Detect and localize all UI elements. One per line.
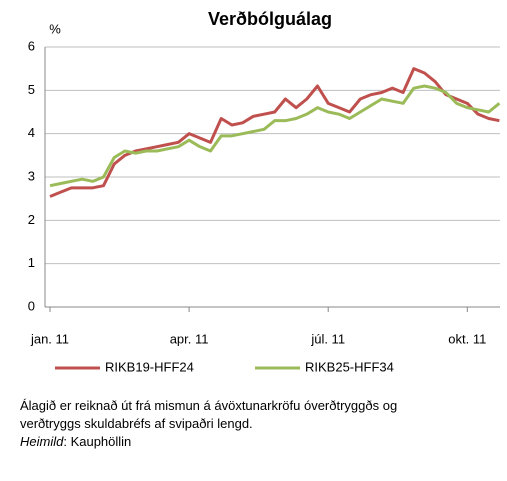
footnote: Álagið er reiknað út frá mismun á ávöxtu… — [20, 397, 420, 451]
y-tick-label: 0 — [28, 298, 35, 313]
x-tick-label: jan. 11 — [30, 331, 69, 346]
series-line — [49, 67, 500, 198]
y-tick-label: 2 — [28, 212, 35, 227]
y-tick-label: 3 — [28, 168, 35, 183]
series-line — [49, 84, 501, 188]
x-tick-label: apr. 11 — [170, 331, 209, 346]
source-label: Heimild — [20, 434, 64, 449]
chart-title: Verðbólguálag — [208, 9, 332, 29]
y-tick-label: 4 — [28, 125, 35, 140]
y-tick-label: 1 — [28, 255, 35, 270]
source-text: : Kauphöllin — [63, 434, 132, 449]
y-tick-label: 5 — [28, 82, 35, 97]
chart: Verðbólguálag % 0 1 2 3 4 5 6 jan. 11 apr. 11 júl… — [28, 9, 501, 374]
note-text: Álagið er reiknað út frá mismun á ávöxtu… — [20, 398, 398, 431]
x-tick-label: júl. 11 — [310, 331, 345, 346]
y-tick-label: 6 — [28, 38, 35, 53]
legend-label: RIKB25-HFF34 — [305, 359, 394, 374]
y-axis-label: % — [49, 21, 61, 36]
x-tick-label: okt. 11 — [448, 331, 486, 346]
legend-label: RIKB19-HFF24 — [105, 359, 194, 374]
source: Heimild: Kauphöllin — [20, 433, 420, 451]
